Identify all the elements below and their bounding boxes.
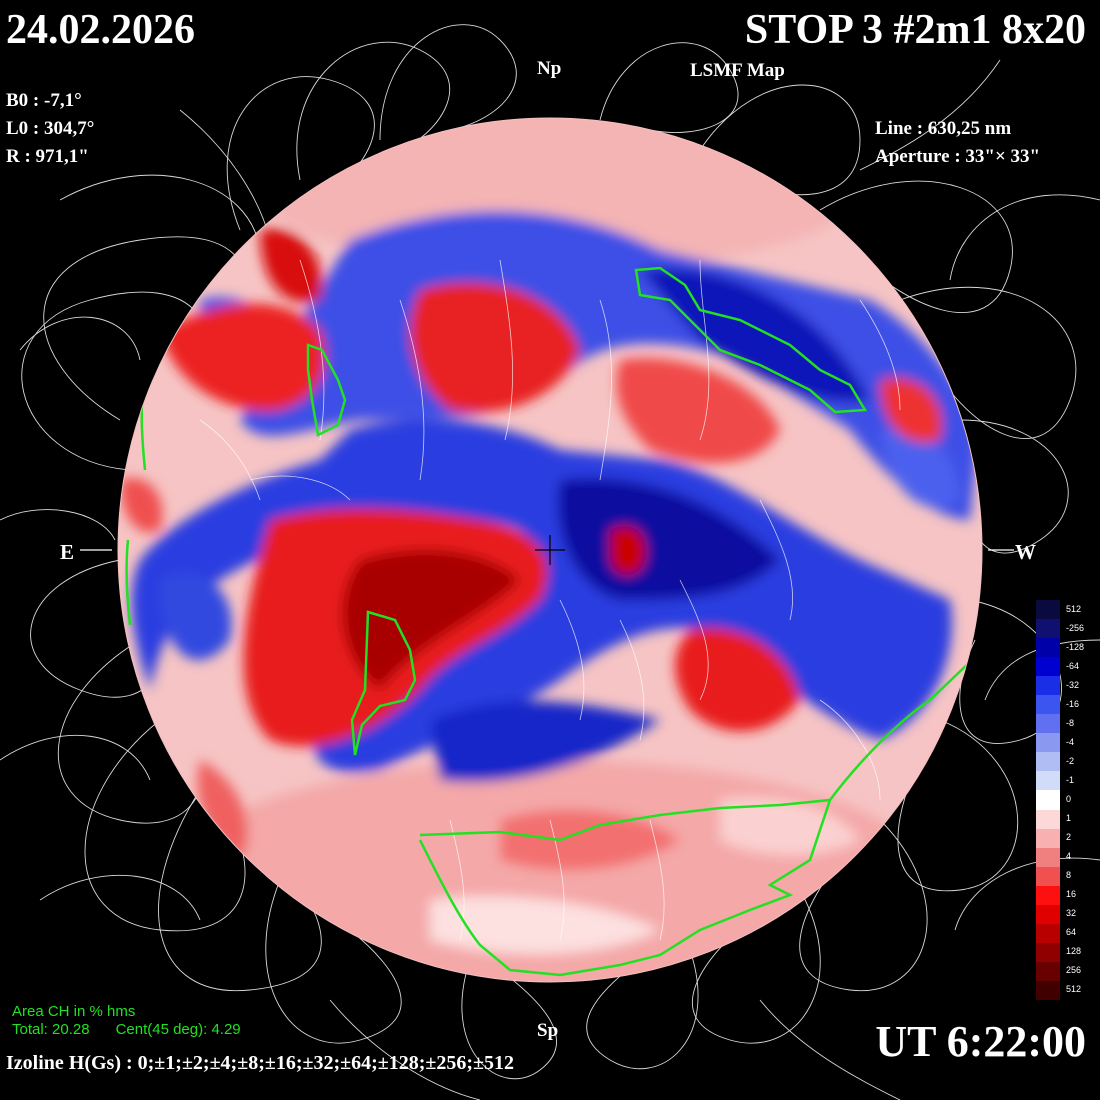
color-scale-tick-label: 64 xyxy=(1066,927,1077,938)
color-scale-segment xyxy=(1036,904,1060,925)
color-scale-segment xyxy=(1036,771,1060,791)
color-scale-segment xyxy=(1036,942,1060,963)
color-scale-tick-label: -32 xyxy=(1066,679,1080,690)
l0-value: L0 : 304,7° xyxy=(6,118,95,139)
ch-total: Total: 20.28 xyxy=(12,1021,90,1038)
color-scale-tick-label: -256 xyxy=(1066,622,1085,633)
color-scale-tick-label: -8 xyxy=(1066,717,1075,728)
line-wavelength: Line : 630,25 nm xyxy=(875,118,1012,139)
ut-time: UT 6:22:00 xyxy=(875,1017,1086,1066)
color-scale-tick-label: 16 xyxy=(1066,889,1077,900)
color-scale-tick-label: -1 xyxy=(1066,774,1075,785)
color-scale-segment xyxy=(1036,866,1060,887)
color-scale-bar xyxy=(1036,600,1060,1001)
radius-value: R : 971,1" xyxy=(6,146,89,167)
color-scale-tick-label: 32 xyxy=(1066,908,1077,919)
west-label: W xyxy=(1015,540,1036,564)
color-scale-tick-label: 4 xyxy=(1066,851,1072,862)
color-scale-tick-label: -2 xyxy=(1066,755,1075,766)
color-scale-segment xyxy=(1036,980,1060,1001)
color-scale-tick-label: -128 xyxy=(1066,641,1085,652)
field-lines-outer xyxy=(0,24,1100,1100)
color-scale-segment xyxy=(1036,923,1060,944)
color-scale-segment xyxy=(1036,657,1060,677)
color-scale-segment xyxy=(1036,885,1060,906)
color-scale-tick-label: 512 xyxy=(1066,984,1082,995)
color-scale-segment xyxy=(1036,695,1060,715)
color-scale-tick-label: -16 xyxy=(1066,698,1080,709)
color-scale-segment xyxy=(1036,676,1060,696)
aperture-value: Aperture : 33"× 33" xyxy=(875,146,1041,167)
color-scale-segment xyxy=(1036,733,1060,753)
map-subtitle: LSMF Map xyxy=(690,60,785,81)
color-scale-tick-label: -64 xyxy=(1066,660,1080,671)
isoline-legend: Izoline H(Gs) : 0;±1;±2;±4;±8;±16;±32;±6… xyxy=(6,1052,515,1074)
color-scale-segment xyxy=(1036,638,1060,658)
color-scale-segment xyxy=(1036,619,1060,639)
b0-value: B0 : -7,1° xyxy=(6,90,82,111)
color-scale-tick-label: 8 xyxy=(1066,870,1072,881)
color-scale-segment xyxy=(1036,600,1060,620)
north-pole-label: Np xyxy=(537,58,562,79)
instrument-title: STOP 3 #2m1 8x20 xyxy=(744,7,1086,53)
observation-date: 24.02.2026 xyxy=(6,7,195,53)
color-scale-segment xyxy=(1036,828,1060,849)
color-scale-tick-label: 512 xyxy=(1066,603,1082,614)
color-scale-tick-label: 2 xyxy=(1066,832,1072,843)
color-scale-segment xyxy=(1036,961,1060,982)
color-scale-segment xyxy=(1036,714,1060,734)
south-pole-label: Sp xyxy=(537,1020,559,1041)
color-scale-tick-label: 256 xyxy=(1066,965,1082,976)
ch-area-values: Total: 20.28 Cent(45 deg): 4.29 xyxy=(12,1021,241,1038)
color-scale-segment xyxy=(1036,790,1060,811)
east-label: E xyxy=(60,540,75,564)
color-scale-tick-label: 0 xyxy=(1066,794,1072,804)
color-scale-tick-label: -4 xyxy=(1066,736,1075,747)
ch-central: Cent(45 deg): 4.29 xyxy=(115,1021,241,1038)
color-scale-segment xyxy=(1036,752,1060,772)
ch-area-title: Area CH in % hms xyxy=(12,1003,136,1020)
color-scale-segment xyxy=(1036,847,1060,868)
color-scale-tick-label: 128 xyxy=(1066,946,1082,957)
color-scale-tick-label: 1 xyxy=(1066,813,1072,824)
color-scale-segment xyxy=(1036,809,1060,830)
